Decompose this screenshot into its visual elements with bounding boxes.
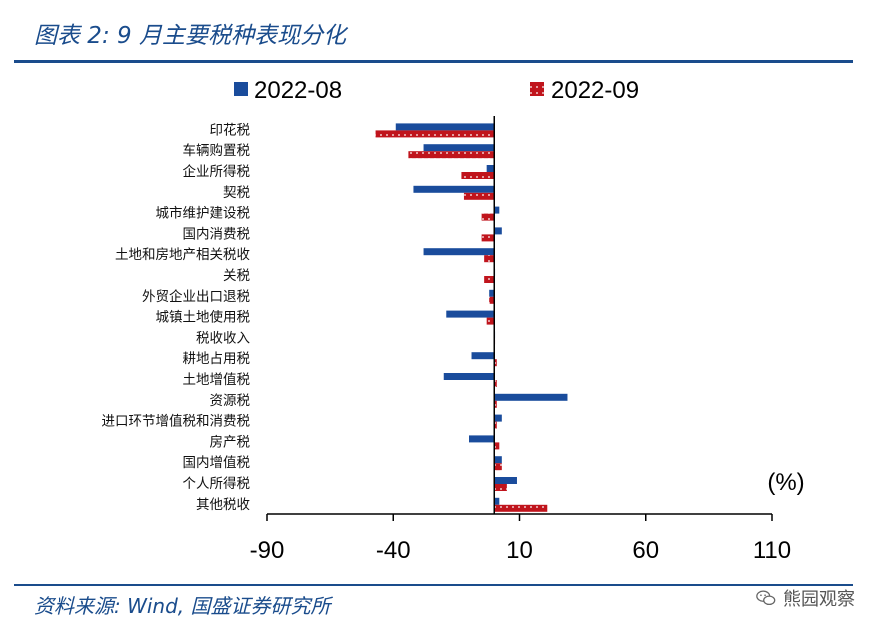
category-label: 契税: [223, 185, 250, 201]
source-note: 资料来源: Wind, 国盛证券研究所: [34, 594, 331, 618]
bar-2022-09: [494, 400, 497, 408]
category-label: 城市维护建设税: [156, 205, 251, 222]
bar-2022-08: [494, 477, 517, 484]
bar-2022-09: [494, 504, 548, 512]
legend-swatch-2022-09: [530, 82, 544, 96]
bar-2022-08: [395, 123, 495, 131]
bar-2022-08: [494, 414, 502, 422]
bar-2022-08: [494, 227, 502, 235]
bar-2022-09: [484, 255, 495, 263]
bar-2022-08: [494, 393, 568, 401]
bar-2022-08: [494, 497, 500, 505]
bar-2022-09: [494, 380, 497, 387]
bar-2022-08: [469, 435, 495, 443]
bar-2022-09: [375, 130, 495, 138]
bar-2022-08: [494, 206, 500, 214]
bar-2022-09: [461, 172, 495, 179]
category-label: 个人所得税: [183, 475, 251, 492]
category-label: 国内消费税: [183, 226, 251, 242]
watermark-text: 熊园观察: [783, 589, 855, 610]
bar-2022-09: [481, 234, 495, 242]
bar-2022-08: [494, 456, 502, 464]
bar-2022-09: [408, 151, 495, 159]
category-label: 耕地占用税: [183, 350, 251, 367]
legend-swatch-2022-08: [234, 82, 248, 96]
top-rule: [14, 60, 853, 63]
bar-2022-08: [486, 165, 495, 172]
bar-2022-09: [494, 463, 502, 471]
bar-2022-09: [486, 317, 495, 325]
category-label: 进口环节增值税和消费税: [102, 414, 251, 430]
bar-2022-08: [489, 289, 495, 297]
category-label: 其他税收: [196, 497, 250, 513]
bar-2022-08: [423, 248, 495, 256]
bar-2022-09: [494, 359, 497, 367]
category-label: 税收收入: [196, 330, 250, 346]
category-label: 外贸企业出口退税: [142, 288, 250, 305]
bar-chart: 印花税车辆购置税企业所得税契税城市维护建设税国内消费税土地和房地产相关税收关税外…: [102, 77, 805, 564]
chart-title: 图表 2: 9 月主要税种表现分化: [34, 23, 346, 49]
category-label: 资源税: [210, 393, 251, 409]
wechat-icon: [756, 590, 776, 606]
x-tick-label: -90: [250, 537, 285, 564]
bar-2022-09: [494, 442, 500, 450]
x-tick-label: 110: [753, 537, 791, 564]
category-label: 国内增值税: [183, 455, 251, 471]
legend-label-2022-09: 2022-09: [551, 77, 639, 104]
bar-2022-08: [471, 352, 495, 360]
bar-2022-09: [494, 421, 497, 429]
category-label: 土地和房地产相关税收: [115, 247, 250, 263]
bar-2022-09: [494, 484, 507, 491]
watermark: 熊园观察: [755, 585, 855, 611]
category-label: 房产税: [210, 434, 251, 450]
category-label: 关税: [223, 268, 250, 284]
legend-label-2022-08: 2022-08: [254, 77, 342, 104]
bar-2022-08: [446, 310, 495, 318]
category-label: 车辆购置税: [183, 142, 251, 159]
category-label: 企业所得税: [183, 163, 251, 180]
bar-2022-09: [481, 213, 495, 221]
x-tick-label: 60: [632, 537, 659, 564]
unit-label: (%): [767, 469, 804, 496]
bar-2022-08: [423, 144, 495, 152]
bar-2022-09: [484, 276, 495, 283]
category-label: 印花税: [210, 122, 251, 138]
category-label: 城镇土地使用税: [156, 309, 251, 326]
x-tick-label: 10: [506, 537, 533, 564]
bar-2022-09: [463, 192, 495, 200]
bar-2022-08: [413, 185, 495, 193]
bar-2022-08: [443, 373, 495, 380]
bottom-rule: [14, 584, 853, 586]
bar-2022-09: [489, 296, 495, 304]
category-label: 土地增值税: [183, 372, 251, 388]
x-tick-label: -40: [376, 537, 411, 564]
